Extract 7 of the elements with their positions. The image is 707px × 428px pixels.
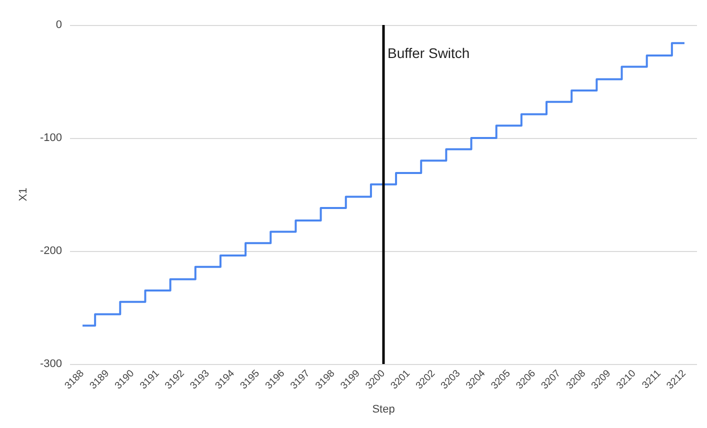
x-axis-title: Step bbox=[372, 404, 395, 416]
y-tick-label: -300 bbox=[40, 358, 62, 370]
y-tick-label: 0 bbox=[56, 19, 62, 31]
y-tick-label: -100 bbox=[40, 132, 62, 144]
y-tick-label: -200 bbox=[40, 245, 62, 257]
y-axis-title: X1 bbox=[18, 188, 30, 202]
ref-line-label: Buffer Switch bbox=[388, 45, 470, 61]
